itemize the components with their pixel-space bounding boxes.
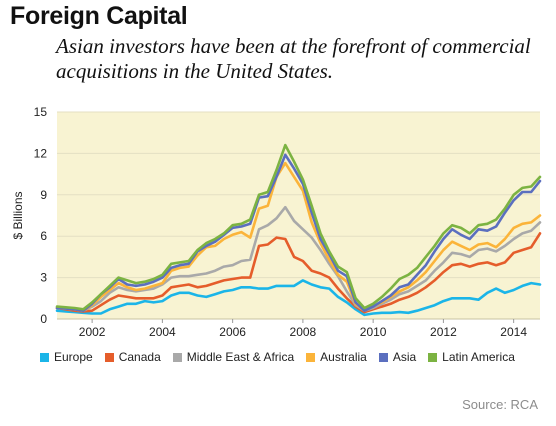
legend-item: Middle East & Africa bbox=[172, 350, 295, 364]
legend-swatch bbox=[172, 352, 182, 362]
legend-item: Latin America bbox=[428, 350, 515, 364]
source-note: Source: RCA bbox=[462, 397, 538, 412]
x-tick-label: 2006 bbox=[219, 325, 246, 339]
legend-swatch bbox=[306, 352, 316, 362]
chart-subtitle: Asian investors have been at the forefro… bbox=[56, 34, 531, 83]
series-line-middle-east-africa bbox=[55, 205, 542, 313]
legend-label: Australia bbox=[320, 350, 367, 364]
y-tick-label: 6 bbox=[40, 229, 47, 243]
legend-swatch bbox=[104, 352, 114, 362]
series-lines bbox=[55, 143, 542, 317]
x-tick-label: 2008 bbox=[290, 325, 317, 339]
y-axis-label: $ Billions bbox=[11, 191, 25, 239]
legend-swatch bbox=[378, 352, 388, 362]
legend-swatch bbox=[40, 352, 49, 362]
series-line-asia bbox=[55, 153, 542, 313]
legend-item: Asia bbox=[378, 350, 417, 364]
legend: Europe Canada Middle East & Africa Australi… bbox=[40, 350, 550, 364]
series-line-latin-america bbox=[55, 143, 542, 311]
x-axis-ticks: 2002 2004 2006 2008 2010 2012 2014 bbox=[79, 319, 527, 339]
chart-title: Foreign Capital bbox=[10, 2, 188, 30]
y-tick-label: 3 bbox=[40, 271, 47, 285]
series-line-europe bbox=[55, 279, 542, 317]
series-line-canada bbox=[55, 232, 542, 314]
x-tick-label: 2014 bbox=[500, 325, 527, 339]
legend-item: Europe bbox=[40, 350, 93, 364]
y-tick-label: 9 bbox=[40, 188, 47, 202]
legend-label: Asia bbox=[392, 350, 417, 364]
x-tick-label: 2010 bbox=[360, 325, 387, 339]
legend-item: Australia bbox=[306, 350, 367, 364]
legend-label: Canada bbox=[118, 350, 161, 364]
line-chart: 0 3 6 9 12 15 2002 2004 2006 2008 2010 2012 2014 $ … bbox=[11, 105, 542, 339]
legend-label: Europe bbox=[54, 350, 93, 364]
y-tick-label: 0 bbox=[40, 312, 47, 326]
y-tick-label: 15 bbox=[34, 105, 48, 119]
legend-swatch bbox=[428, 352, 438, 362]
x-tick-label: 2004 bbox=[149, 325, 176, 339]
gridlines bbox=[57, 111, 540, 320]
x-tick-label: 2002 bbox=[79, 325, 106, 339]
y-tick-label: 12 bbox=[34, 146, 48, 160]
series-line-australia bbox=[55, 161, 542, 313]
y-axis-ticks: 0 3 6 9 12 15 bbox=[34, 105, 48, 326]
legend-label: Middle East & Africa bbox=[186, 350, 295, 364]
x-tick-label: 2012 bbox=[430, 325, 457, 339]
legend-label: Latin America bbox=[442, 350, 515, 364]
legend-item: Canada bbox=[104, 350, 161, 364]
